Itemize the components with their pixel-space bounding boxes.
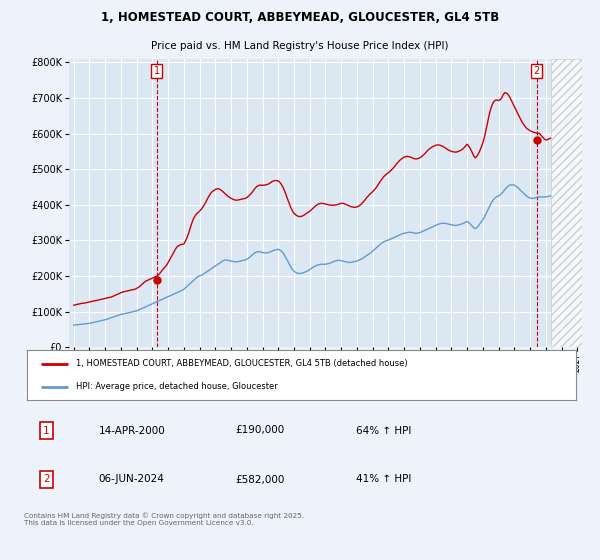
Text: Contains HM Land Registry data © Crown copyright and database right 2025.
This d: Contains HM Land Registry data © Crown c…	[24, 512, 304, 526]
Text: 1: 1	[154, 66, 160, 76]
Text: 2: 2	[43, 474, 50, 484]
Text: £582,000: £582,000	[236, 474, 285, 484]
Text: 14-APR-2000: 14-APR-2000	[98, 426, 165, 436]
Text: 1, HOMESTEAD COURT, ABBEYMEAD, GLOUCESTER, GL4 5TB (detached house): 1, HOMESTEAD COURT, ABBEYMEAD, GLOUCESTE…	[76, 359, 408, 368]
Bar	[551, 59, 582, 347]
Text: 1: 1	[43, 426, 50, 436]
Text: £190,000: £190,000	[236, 426, 285, 436]
Text: 1, HOMESTEAD COURT, ABBEYMEAD, GLOUCESTER, GL4 5TB: 1, HOMESTEAD COURT, ABBEYMEAD, GLOUCESTE…	[101, 11, 499, 24]
Text: 2: 2	[534, 66, 540, 76]
Text: 64% ↑ HPI: 64% ↑ HPI	[356, 426, 412, 436]
Text: 41% ↑ HPI: 41% ↑ HPI	[356, 474, 412, 484]
Text: Price paid vs. HM Land Registry's House Price Index (HPI): Price paid vs. HM Land Registry's House …	[151, 41, 449, 51]
Text: 06-JUN-2024: 06-JUN-2024	[98, 474, 164, 484]
Text: HPI: Average price, detached house, Gloucester: HPI: Average price, detached house, Glou…	[76, 382, 278, 391]
